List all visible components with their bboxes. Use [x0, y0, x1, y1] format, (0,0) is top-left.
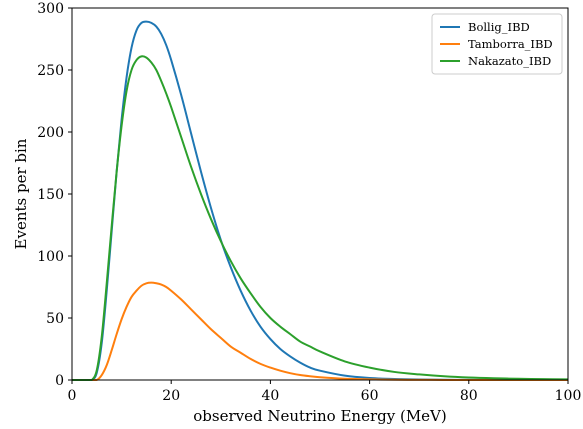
- series-line-nakazato-ibd: [71, 55, 569, 382]
- legend-label: Nakazato_IBD: [468, 54, 551, 68]
- series-line-tamborra-ibd: [71, 281, 568, 382]
- y-tick-label: 100: [37, 249, 64, 265]
- legend-label: Bollig_IBD: [468, 20, 530, 34]
- legend-box: [431, 13, 563, 75]
- y-tick-label: 0: [55, 373, 64, 389]
- y-tick-label: 300: [37, 1, 64, 17]
- x-tick-label: 100: [555, 388, 582, 404]
- x-tick-label: 80: [460, 388, 478, 404]
- legend: Bollig_IBD Tamborra_IBD Nakazato_IBD: [431, 13, 563, 75]
- plot-lines: [71, 20, 569, 382]
- x-axis: 0 20 40 60 80 100: [68, 380, 582, 404]
- x-tick-label: 40: [261, 388, 279, 404]
- x-tick-label: 20: [162, 388, 180, 404]
- series-line-bollig-ibd: [71, 20, 569, 382]
- y-axis-title: Events per bin: [12, 138, 30, 249]
- y-tick-label: 250: [37, 63, 64, 79]
- y-tick-label: 150: [37, 187, 64, 203]
- y-tick-label: 200: [37, 125, 64, 141]
- legend-label: Tamborra_IBD: [468, 37, 553, 51]
- x-tick-label: 60: [361, 388, 379, 404]
- x-axis-title: observed Neutrino Energy (MeV): [193, 407, 447, 425]
- y-axis: 0 50 100 150 200 250 300: [37, 1, 72, 389]
- x-tick-label: 0: [68, 388, 77, 404]
- y-tick-label: 50: [46, 311, 64, 327]
